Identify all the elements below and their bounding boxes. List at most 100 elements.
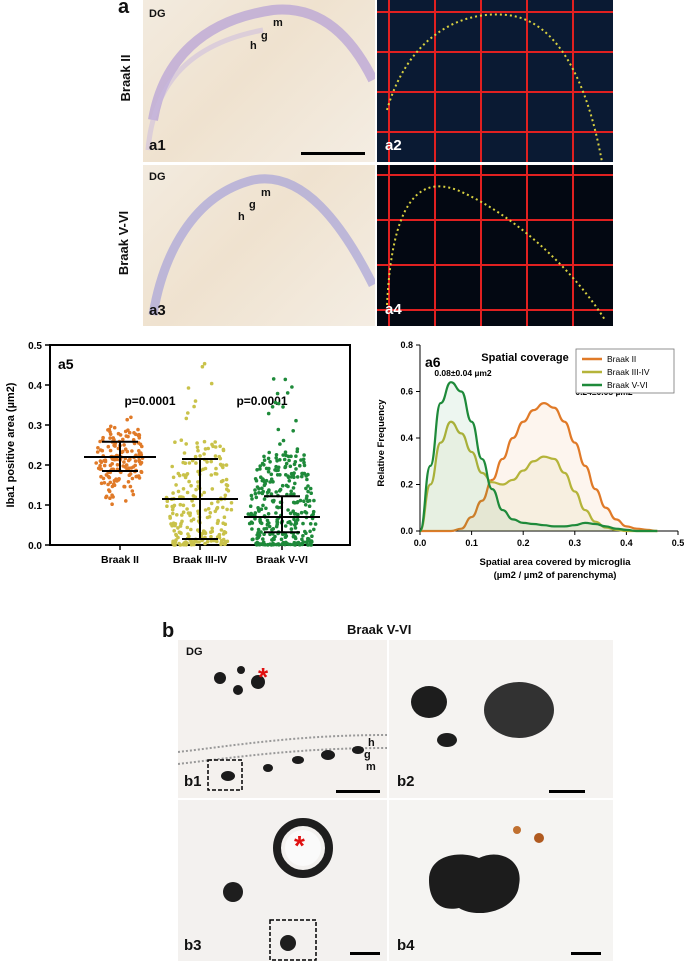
a5-ytick-label: 0.5 (28, 341, 42, 352)
a5-data-point (288, 511, 293, 516)
subpanel-b4-label: b4 (397, 937, 415, 954)
a5-data-point (218, 444, 222, 449)
a5-data-point (185, 490, 190, 495)
a5-data-point (266, 411, 271, 416)
a5-ytick-label: 0.1 (28, 501, 42, 512)
tag-m-a1: m (273, 17, 283, 29)
a5-pvalue-1: p=0.0001 (124, 394, 175, 408)
a5-data-point (261, 540, 266, 545)
a5-data-point (99, 474, 103, 479)
a5-data-point (289, 489, 294, 494)
a5-data-point (203, 466, 208, 471)
a5-data-point (170, 504, 174, 509)
a6-xtick-label: 0.4 (620, 538, 633, 548)
a5-data-point (281, 405, 285, 409)
a5-data-point (223, 493, 228, 498)
a5-data-point (276, 468, 280, 472)
a5-data-point (171, 491, 175, 495)
a5-data-point (112, 425, 117, 430)
a5-data-point (215, 521, 220, 525)
a5-data-point (248, 504, 253, 508)
a5-data-point (304, 511, 309, 515)
micrograph-b4: b4 (389, 800, 613, 961)
a5-data-point (312, 527, 316, 532)
a5-data-point (256, 527, 261, 532)
a5-data-point (98, 439, 102, 444)
a6-panel-label: a6 (425, 354, 441, 370)
a5-data-point (275, 519, 279, 524)
tag-m-a3: m (261, 187, 271, 199)
a5-data-point (250, 521, 255, 525)
a5-data-point (124, 434, 129, 438)
a5-data-point (290, 385, 294, 389)
a5-data-point (128, 457, 132, 461)
a5-data-point (179, 438, 184, 442)
tag-h-a1: h (250, 40, 257, 52)
a5-data-point (137, 436, 142, 440)
a5-data-point (293, 526, 298, 530)
a5-data-point (192, 404, 196, 409)
a5-data-point (112, 437, 116, 442)
a5-data-point (210, 487, 215, 491)
a5-data-point (202, 439, 207, 444)
a5-data-point (129, 466, 134, 470)
a5-data-point (282, 457, 287, 462)
a5-data-point (216, 499, 220, 504)
a5-data-point (262, 463, 266, 467)
a5-data-point (281, 453, 286, 457)
a5-data-point (217, 454, 222, 459)
a5-data-point (215, 507, 219, 511)
a5-data-point (181, 473, 186, 477)
a6-title: Spatial coverage (481, 352, 568, 364)
a5-data-point (291, 542, 296, 547)
a5-data-point (293, 519, 298, 524)
a5-data-point (223, 542, 228, 546)
a5-data-point (112, 457, 117, 462)
a5-data-point (187, 534, 191, 539)
a5-data-point (106, 474, 111, 479)
a5-data-point (294, 454, 298, 458)
a5-ylabel: Iba1 positive area (µm2) (5, 382, 17, 507)
a5-data-point (116, 478, 121, 482)
micrograph-a4: a4 (377, 165, 613, 326)
a5-data-point (170, 464, 174, 469)
a6-annotation-1: 0.08±0.04 µm2 (434, 368, 492, 378)
a5-data-point (273, 400, 278, 405)
a5-data-point (168, 514, 172, 519)
a5-data-point (268, 460, 272, 464)
a5-data-point (128, 472, 133, 476)
a5-data-point (214, 466, 218, 471)
a5-data-point (102, 463, 107, 468)
a5-data-point (183, 540, 188, 544)
a6-legend-label: Braak V-VI (607, 380, 648, 390)
a5-data-point (222, 515, 227, 519)
a5-data-point (284, 473, 288, 477)
a5-data-point (138, 442, 143, 447)
asterisk-marker-b1: * (258, 662, 269, 692)
a5-data-point (281, 541, 286, 546)
a5-data-point (255, 485, 260, 489)
a5-data-point (308, 522, 313, 526)
a5-data-point (302, 471, 307, 476)
a5-data-point (176, 535, 180, 540)
a5-data-point (254, 495, 259, 500)
a5-data-point (174, 483, 178, 487)
a5-data-point (302, 463, 307, 468)
micrograph-a2-art (377, 0, 613, 162)
a5-data-point (255, 536, 259, 541)
a5-data-point (210, 526, 214, 531)
a5-data-point (274, 511, 278, 515)
a5-data-point (266, 456, 271, 461)
micrograph-a2: a2 (377, 0, 613, 162)
micrograph-b1: DG * h g m b1 (178, 640, 387, 798)
a5-data-point (209, 473, 214, 477)
a5-data-point (287, 458, 291, 463)
a5-data-point (207, 515, 212, 519)
a5-data-point (258, 517, 262, 522)
a5-data-point (265, 518, 270, 523)
a5-data-point (185, 472, 190, 476)
a5-data-point (306, 484, 310, 488)
a5-data-point (250, 527, 254, 531)
a5-data-point (276, 427, 281, 432)
a5-data-point (257, 491, 261, 495)
